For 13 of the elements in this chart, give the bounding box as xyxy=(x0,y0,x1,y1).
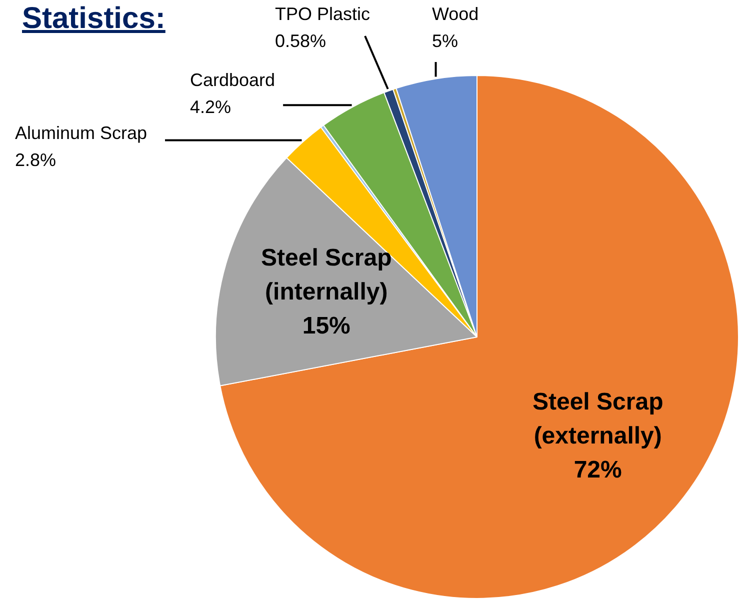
data-label: 5% xyxy=(432,30,458,51)
data-label: 72% xyxy=(574,456,622,484)
data-label: 4.2% xyxy=(190,96,232,117)
slice-label: Aluminum Scrap xyxy=(15,122,148,143)
slice-label: Cardboard xyxy=(190,70,276,90)
data-label: 15% xyxy=(302,312,350,340)
data-label: 0.58% xyxy=(275,30,326,51)
slice-label: Steel Scrap (externally) xyxy=(532,388,664,450)
slice-label: Wood xyxy=(432,4,479,24)
slice-label: Steel Scrap (internally) xyxy=(261,244,392,306)
slice-label: TPO Plastic xyxy=(275,4,370,24)
data-label: 2.8% xyxy=(15,150,56,170)
chart-title: Statistics: xyxy=(22,2,166,36)
